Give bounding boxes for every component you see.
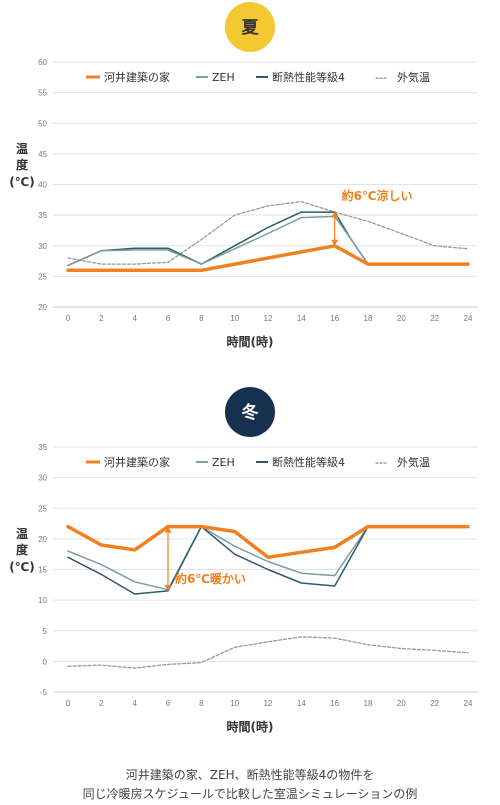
footnote-line-1: 河井建築の家、ZEH、断熱性能等級4の物件を xyxy=(125,768,375,782)
season-badge-label: 夏 xyxy=(242,18,260,38)
x-tick-label: 8 xyxy=(199,699,204,708)
x-tick-label: 10 xyxy=(230,314,239,323)
x-axis-label: 時間(時) xyxy=(227,334,274,349)
legend-label-grade4: 断熱性能等級4 xyxy=(272,70,345,84)
series-line-outdoor xyxy=(67,636,469,669)
x-tick-label: 0 xyxy=(66,699,71,708)
season-badge xyxy=(225,2,275,52)
x-tick-label: 8 xyxy=(199,314,204,323)
annotation-arrowhead-bottom xyxy=(331,239,339,246)
x-tick-label: 14 xyxy=(297,699,306,708)
footnote-line-2: 同じ冷暖房スケジュールで比較した室温シミュレーションの例 xyxy=(82,787,418,801)
annotation-arrowhead-top xyxy=(164,526,172,533)
series-line-outdoor xyxy=(67,200,469,265)
x-tick-label: 16 xyxy=(330,699,339,708)
y-tick-label: 45 xyxy=(38,150,47,159)
legend-label-outdoor: 外気温 xyxy=(397,455,430,469)
x-tick-label: 10 xyxy=(230,699,239,708)
y-tick-label: 30 xyxy=(38,474,47,483)
y-axis-label: (℃) xyxy=(9,560,35,574)
x-tick-label: 18 xyxy=(364,699,373,708)
x-tick-label: 18 xyxy=(364,314,373,323)
y-tick-label: 15 xyxy=(38,566,47,575)
y-tick-label: 5 xyxy=(43,627,48,636)
series-line-zeh xyxy=(67,215,469,267)
legend-prefix-outdoor: --- xyxy=(375,71,387,84)
y-tick-label: 30 xyxy=(38,242,47,251)
season-badge xyxy=(225,387,275,437)
x-tick-label: 0 xyxy=(66,314,71,323)
x-tick-label: 2 xyxy=(99,699,104,708)
y-tick-label: 10 xyxy=(38,596,47,605)
legend-label-zeh: ZEH xyxy=(212,71,235,84)
y-tick-label: 55 xyxy=(38,89,47,98)
y-tick-label: 35 xyxy=(38,211,47,220)
y-tick-label: 25 xyxy=(38,504,47,513)
x-tick-label: 12 xyxy=(264,699,273,708)
legend-label-grade4: 断熱性能等級4 xyxy=(272,455,345,469)
x-tick-label: 6 xyxy=(166,314,171,323)
annotation-arrowhead-top xyxy=(331,211,339,218)
legend-prefix-outdoor: --- xyxy=(375,456,387,469)
y-axis-label: (℃) xyxy=(9,175,35,189)
legend-label-house: 河井建築の家 xyxy=(104,455,170,469)
y-tick-label: 25 xyxy=(38,272,47,281)
y-axis-label: 温 xyxy=(16,142,28,156)
x-tick-label: 20 xyxy=(397,699,406,708)
series-line-zeh xyxy=(67,525,469,591)
x-tick-label: 16 xyxy=(330,314,339,323)
y-axis-label: 度 xyxy=(16,157,29,172)
x-tick-label: 6 xyxy=(166,699,171,708)
legend-label-outdoor: 外気温 xyxy=(397,70,430,84)
y-axis-label: 度 xyxy=(16,542,29,557)
y-tick-label: 60 xyxy=(38,58,47,67)
x-tick-label: 2 xyxy=(99,314,104,323)
y-tick-label: 0 xyxy=(43,657,48,666)
series-line-grade4 xyxy=(67,525,469,595)
y-tick-label: 50 xyxy=(38,119,47,128)
annotation-label: 約6℃暖かい xyxy=(175,571,246,586)
legend-label-house: 河井建築の家 xyxy=(104,70,170,84)
legend-label-zeh: ZEH xyxy=(212,456,235,469)
series-line-house xyxy=(66,524,470,560)
series-line-house xyxy=(66,244,470,273)
x-tick-label: 12 xyxy=(264,314,273,323)
y-tick-label: 35 xyxy=(38,443,47,452)
x-tick-label: 4 xyxy=(132,314,137,323)
y-tick-label: -5 xyxy=(40,688,48,697)
x-axis-label: 時間(時) xyxy=(227,719,274,734)
x-tick-label: 4 xyxy=(132,699,137,708)
season-badge-label: 冬 xyxy=(242,402,259,423)
annotation-label: 約6℃涼しい xyxy=(342,188,413,203)
x-tick-label: 22 xyxy=(430,314,439,323)
y-tick-label: 20 xyxy=(38,535,47,544)
x-tick-label: 14 xyxy=(297,314,306,323)
y-axis-label: 温 xyxy=(16,527,28,541)
x-tick-label: 24 xyxy=(464,699,473,708)
y-tick-label: 40 xyxy=(38,181,47,190)
x-tick-label: 24 xyxy=(464,314,473,323)
y-tick-label: 20 xyxy=(38,303,47,312)
annotation-arrowhead-bottom xyxy=(164,584,172,591)
x-tick-label: 22 xyxy=(430,699,439,708)
footnote: 河井建築の家、ZEH、断熱性能等級4の物件を 同じ冷暖房スケジュールで比較した室… xyxy=(0,766,500,804)
x-tick-label: 20 xyxy=(397,314,406,323)
